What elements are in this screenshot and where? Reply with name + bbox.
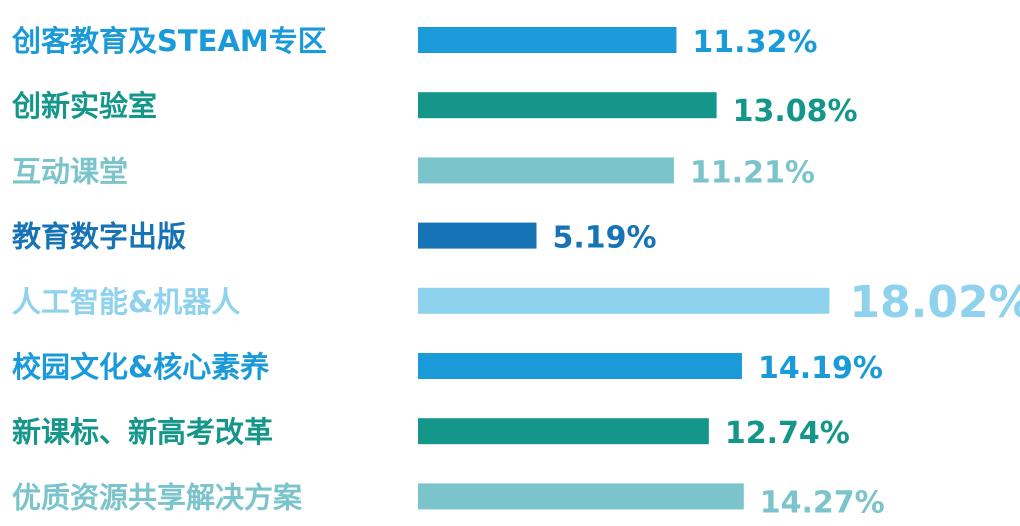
bar [418, 287, 830, 314]
value-label: 11.21% [690, 155, 815, 190]
bar [418, 418, 709, 445]
value-label: 11.32% [692, 25, 817, 60]
category-label: 人工智能&机器人 [12, 285, 240, 319]
value-label: 18.02% [849, 277, 1020, 328]
bar [418, 157, 674, 184]
bar [418, 92, 717, 119]
category-label: 互动课堂 [12, 154, 128, 188]
bar [418, 222, 537, 249]
category-label: 教育数字出版 [12, 220, 186, 254]
value-label: 14.27% [760, 485, 885, 520]
category-label: 创新实验室 [11, 89, 157, 123]
value-label: 14.19% [758, 351, 883, 386]
bar [418, 483, 744, 510]
bar [418, 27, 677, 53]
value-label: 13.08% [733, 94, 858, 129]
bar [418, 353, 742, 379]
value-label: 12.74% [725, 416, 850, 451]
category-label: 创客教育及STEAM专区 [11, 24, 327, 58]
category-label: 优质资源共享解决方案 [12, 480, 303, 514]
category-label: 校园文化&核心素养 [12, 350, 269, 384]
category-label: 新课标、新高考改革 [12, 415, 273, 449]
value-label: 5.19% [552, 221, 656, 256]
